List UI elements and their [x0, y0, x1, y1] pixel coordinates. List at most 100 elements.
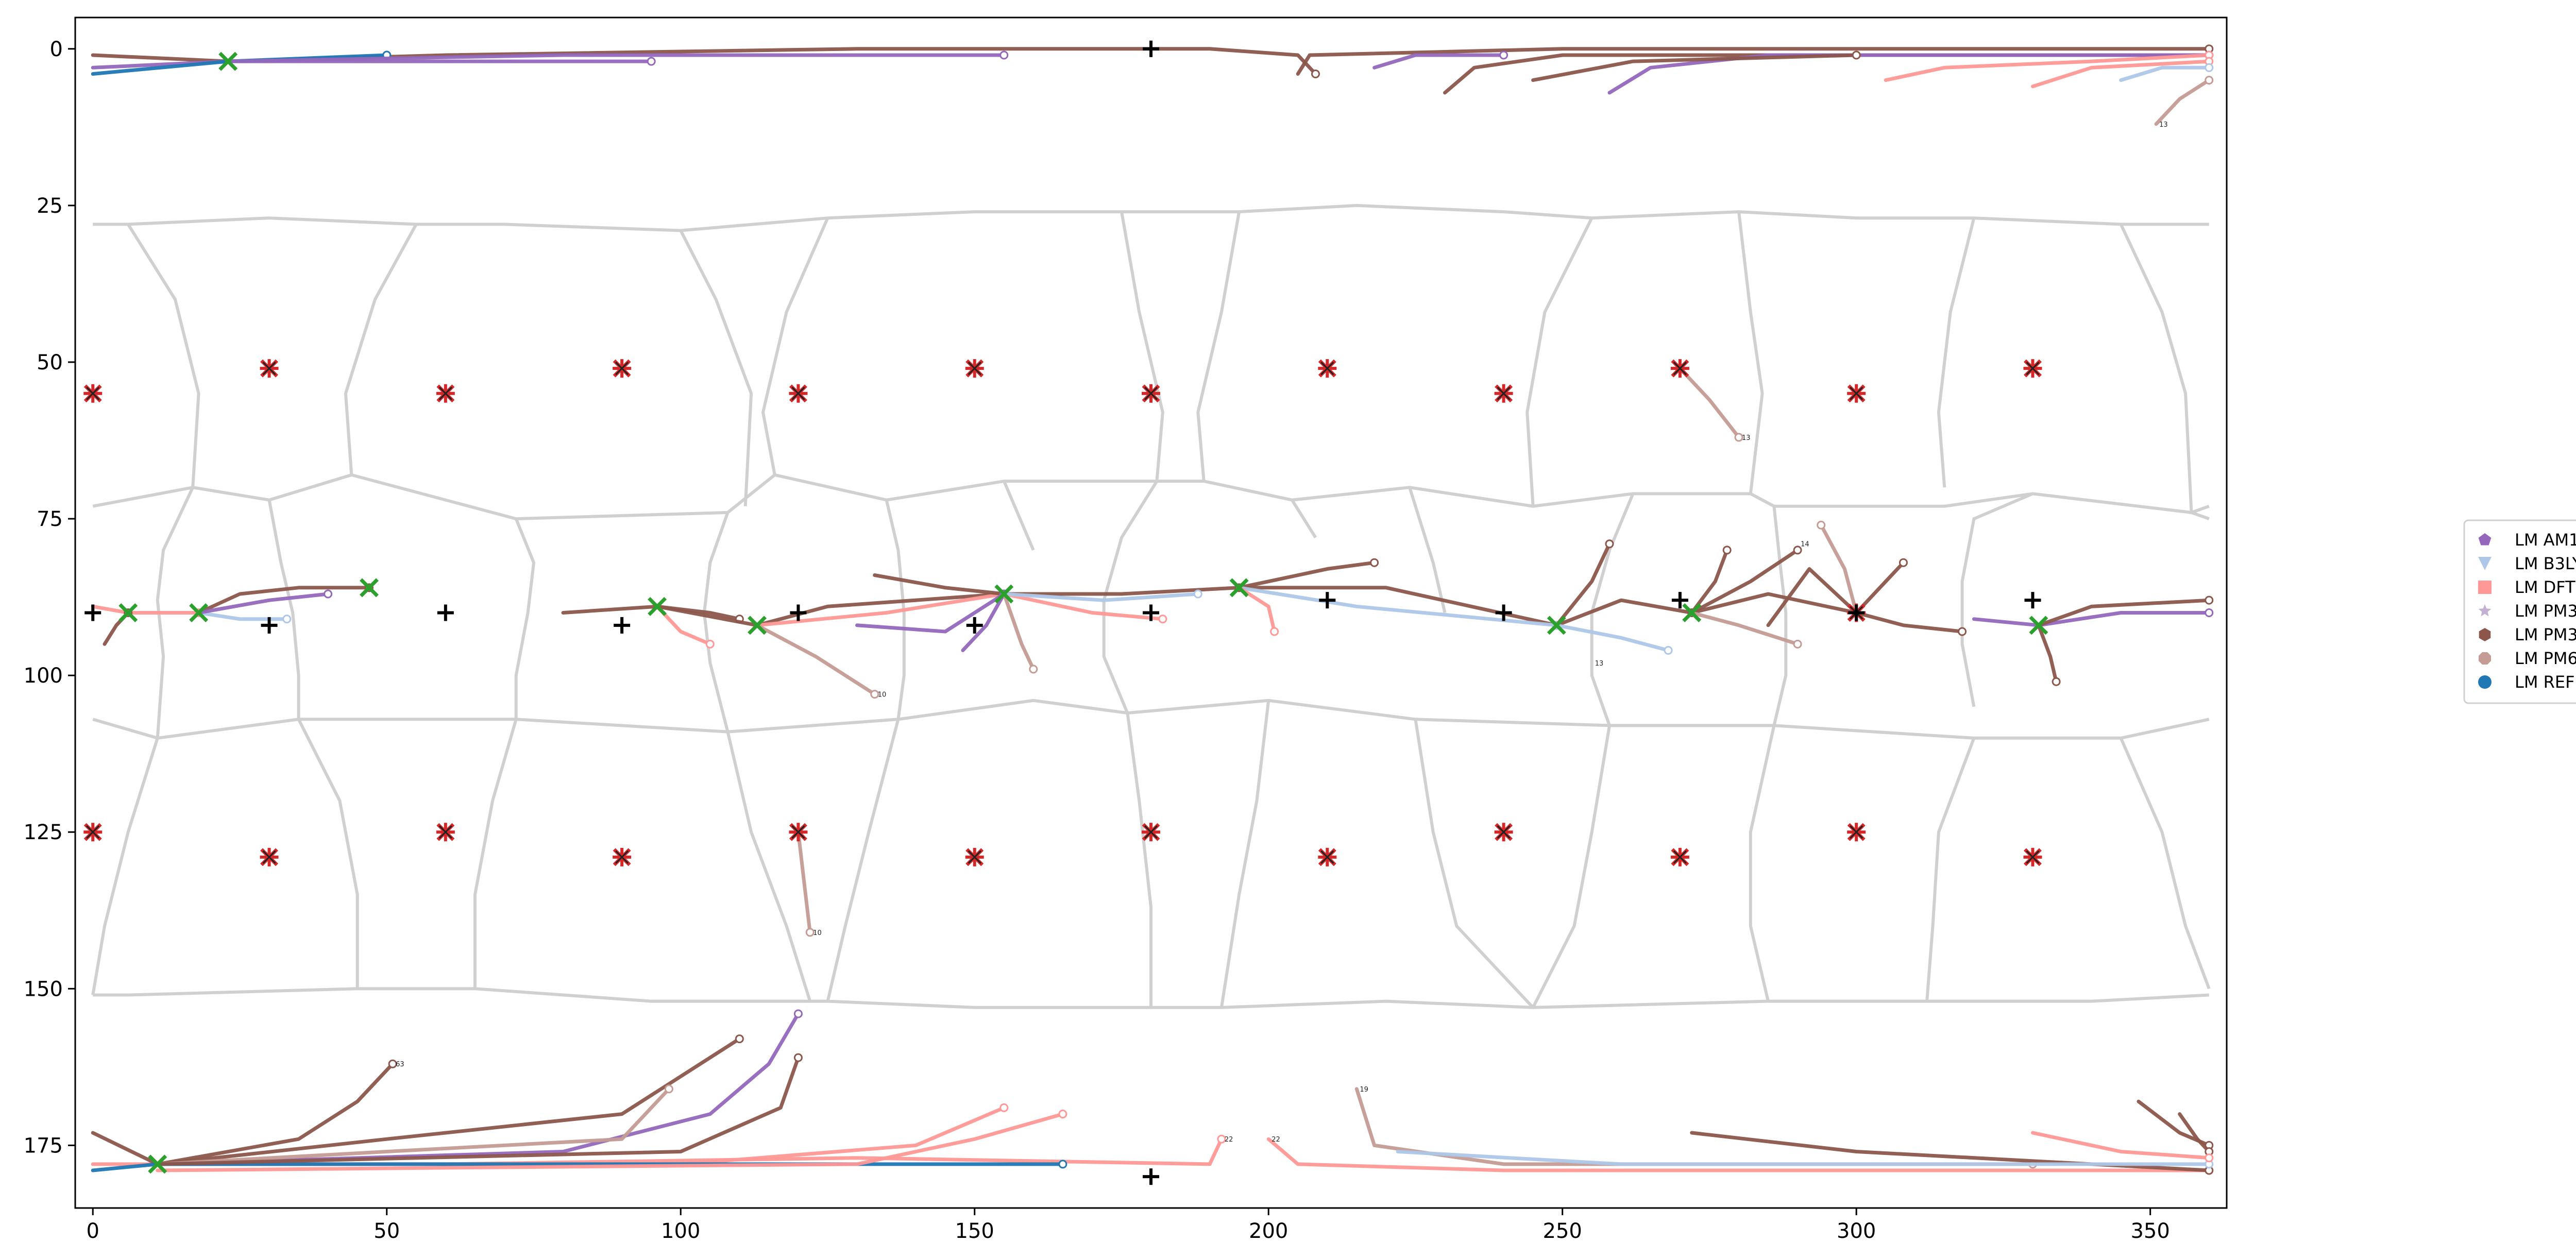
trajectory-endpoint	[735, 1034, 744, 1044]
trajectory-am1	[855, 592, 1006, 634]
trajectory-endpoint	[1370, 558, 1379, 567]
legend-marker	[2478, 604, 2492, 617]
voronoi-boundary	[2119, 224, 2193, 513]
voronoi-boundary	[1772, 506, 1788, 726]
trajectory-dftb	[156, 1112, 1065, 1172]
red-star-marker	[789, 384, 808, 403]
red-star-marker	[2023, 359, 2042, 378]
red-star-marker	[1142, 823, 1160, 842]
legend-marker	[2478, 557, 2492, 570]
plus-marker	[84, 604, 101, 621]
voronoi-boundary	[826, 719, 900, 1002]
y-tick-label: 100	[24, 664, 63, 688]
trajectory-pm3mm	[2037, 598, 2211, 627]
trajectory-am1	[1607, 53, 2211, 95]
y-tick-label: 150	[24, 977, 63, 1001]
x-tick-label: 0	[87, 1219, 99, 1243]
plus-marker	[1143, 1168, 1159, 1185]
voronoi-boundary	[1531, 725, 1611, 1009]
trajectory-endpoint	[1058, 1110, 1067, 1119]
voronoi-boundary	[2119, 737, 2211, 990]
trajectory-endpoint	[1852, 50, 1861, 60]
legend-entry: LM B3LYP	[2478, 554, 2576, 573]
red-star-marker	[83, 823, 103, 842]
trajectory-pm3mm	[1854, 560, 1905, 615]
trajectory-pm3mm	[156, 1056, 800, 1166]
legend-label: LM DFTB	[2515, 577, 2576, 597]
trajectory-pm6	[2154, 78, 2211, 126]
trajectory-pm3mm	[1002, 586, 1241, 596]
legend-marker	[2479, 652, 2491, 665]
point-label: 14	[1801, 541, 1809, 549]
point-label: 63	[396, 1061, 404, 1068]
trajectory-pm3mm	[2178, 1112, 2211, 1153]
voronoi-boundary	[1937, 217, 1976, 488]
voronoi-boundary	[473, 719, 518, 989]
red-star-marker	[613, 847, 632, 866]
point-label: 13	[1595, 660, 1604, 668]
green-x-marker	[2029, 616, 2048, 635]
trajectory-endpoint	[1029, 665, 1038, 674]
trajectory-pm3mm	[1531, 53, 1858, 82]
legend-marker	[2478, 533, 2492, 546]
plus-marker	[614, 617, 631, 634]
green-x-marker	[1547, 616, 1566, 635]
trajectory-am1	[156, 1012, 800, 1166]
trajectory-dftb	[1266, 1137, 2211, 1172]
trajectory-pm3mm	[561, 604, 741, 621]
trajectory-pm6	[1678, 366, 1741, 439]
trajectory-pm6	[156, 1087, 671, 1166]
red-star-marker	[2023, 847, 2042, 866]
y-tick-label: 175	[24, 1134, 63, 1158]
voronoi-boundary	[92, 473, 2210, 521]
trajectory-dftb	[1002, 592, 1165, 621]
trajectory-endpoint	[1217, 1134, 1226, 1144]
trajectory-endpoint	[1270, 627, 1279, 636]
trajectory-pm6	[1690, 611, 1800, 646]
trajectory-dftb	[1884, 53, 2211, 82]
green-x-marker	[1229, 578, 1249, 598]
voronoi-boundary	[93, 203, 2209, 232]
trajectory-endpoint	[1193, 589, 1202, 599]
trajectory-endpoint	[793, 1053, 803, 1062]
voronoi-boundary	[1749, 725, 1776, 1002]
point-label: 22	[1272, 1136, 1280, 1144]
point-label: 13	[1742, 434, 1751, 442]
voronoi-boundary	[1219, 700, 1270, 1008]
trajectory-endpoint	[664, 1084, 673, 1094]
green-x-marker	[360, 578, 379, 598]
legend-label: LM PM6	[2515, 649, 2576, 668]
voronoi-boundary	[761, 217, 829, 475]
voronoi-boundary	[344, 223, 418, 475]
plus-marker	[437, 604, 454, 621]
trajectory-pm3mm	[1690, 548, 1729, 615]
trajectory-b3lyp	[1396, 1150, 2211, 1166]
trajectory-pm6	[1002, 592, 1036, 671]
plus-marker	[2024, 592, 2041, 609]
legend-entry: LM PM3MM	[2479, 625, 2576, 644]
trajectory-endpoint	[2205, 76, 2214, 85]
green-x-marker	[648, 597, 667, 616]
plot-content: 13 13 10 10 19 22 22 63 14 13	[83, 40, 2214, 1185]
point-label: 19	[1360, 1086, 1368, 1094]
point-label: 10	[878, 691, 887, 699]
trajectory-reference	[91, 1162, 1065, 1172]
trajectory-am1	[226, 53, 1006, 63]
point-label: 13	[2159, 121, 2168, 129]
green-x-marker	[748, 616, 767, 635]
red-star-marker	[1142, 384, 1160, 403]
trajectory-b3lyp	[1554, 623, 1670, 652]
trajectory-dftb	[1237, 586, 1277, 634]
voronoi-boundary	[1526, 217, 1594, 506]
trajectory-am1	[91, 59, 653, 70]
green-x-marker	[994, 584, 1014, 604]
voronoi-boundary	[267, 500, 300, 720]
plus-marker	[1319, 592, 1336, 609]
trajectory-pm3mm	[1766, 567, 1858, 627]
legend-entry: LM REFERENCE	[2478, 672, 2576, 692]
trajectory-pm3mm	[197, 586, 371, 615]
trajectory-endpoint	[1605, 539, 1614, 549]
trajectory-endpoint	[2205, 596, 2214, 605]
x-tick-label: 100	[661, 1219, 700, 1243]
